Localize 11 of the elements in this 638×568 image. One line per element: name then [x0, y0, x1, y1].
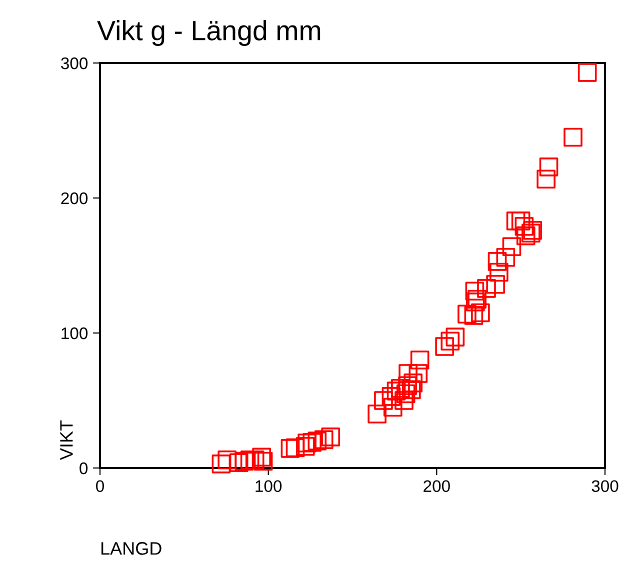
y-tick-label: 100	[62, 327, 88, 340]
y-tick-label: 0	[80, 462, 88, 474]
y-tick-label: 300	[61, 57, 88, 70]
x-tick-label: 200	[424, 480, 450, 492]
x-tick-label: 0	[96, 480, 104, 492]
chart-title: Vikt g - Längd mm	[97, 20, 320, 46]
x-tick-label: 100	[256, 480, 282, 492]
y-axis-title: VIKT	[60, 420, 73, 460]
x-tick-label: 300	[592, 480, 618, 492]
x-axis-title: LANGD	[101, 542, 162, 555]
y-tick-label: 200	[61, 192, 88, 204]
